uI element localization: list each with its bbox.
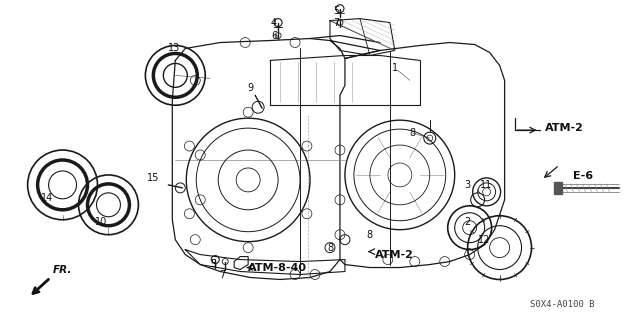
Text: 4: 4 (271, 18, 277, 28)
Text: ATM-2: ATM-2 (375, 250, 413, 260)
Text: 7: 7 (333, 18, 339, 28)
Text: 8: 8 (410, 128, 416, 138)
Text: 5: 5 (333, 6, 339, 16)
Text: ATM-8-40: ATM-8-40 (248, 262, 307, 273)
Text: 8: 8 (327, 243, 333, 252)
Text: 15: 15 (147, 173, 159, 183)
Text: 5: 5 (210, 259, 216, 268)
Text: E-6: E-6 (573, 171, 593, 181)
Bar (554, 182, 563, 194)
Text: 8: 8 (367, 230, 373, 240)
Text: S0X4-A0100 B: S0X4-A0100 B (529, 300, 594, 309)
Text: 13: 13 (168, 44, 180, 53)
Text: 12: 12 (477, 235, 490, 245)
Text: 2: 2 (465, 217, 471, 227)
Text: 14: 14 (40, 193, 52, 203)
Text: 3: 3 (465, 180, 471, 190)
Text: 1: 1 (392, 63, 398, 73)
Text: 7: 7 (219, 269, 225, 279)
Text: FR.: FR. (52, 266, 72, 276)
Text: 10: 10 (95, 217, 108, 227)
Text: 6: 6 (271, 30, 277, 41)
Text: 11: 11 (479, 180, 492, 190)
Text: 9: 9 (247, 83, 253, 93)
Text: ATM-2: ATM-2 (545, 123, 584, 133)
